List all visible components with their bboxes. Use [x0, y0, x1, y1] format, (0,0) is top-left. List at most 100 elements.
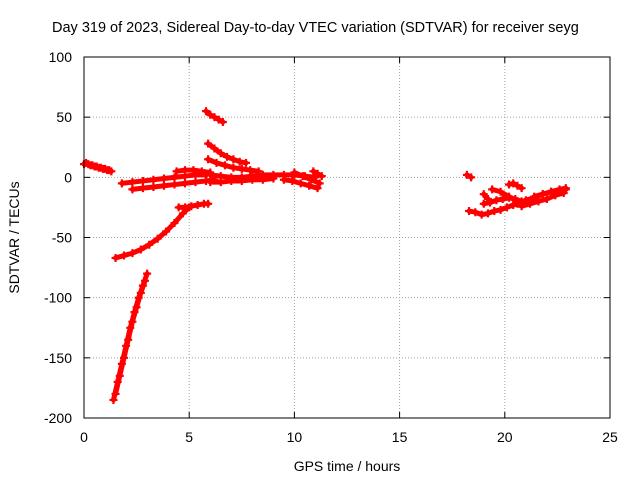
data-point [502, 203, 511, 212]
data-point [111, 389, 120, 398]
data-point [159, 181, 168, 190]
data-point [288, 176, 297, 185]
data-point [229, 155, 238, 164]
data-point [202, 107, 211, 116]
data-point [509, 179, 518, 188]
data-point [103, 166, 112, 175]
chart-title: Day 319 of 2023, Sidereal Day-to-day VTE… [52, 20, 579, 36]
data-point [492, 196, 501, 205]
data-point [124, 335, 133, 344]
data-point [488, 185, 497, 194]
y-tick-label: 100 [49, 49, 73, 65]
data-point [534, 197, 543, 206]
data-point [216, 178, 225, 187]
data-point [153, 234, 162, 243]
data-point [242, 158, 251, 167]
data-point [189, 166, 198, 175]
data-point [555, 186, 564, 195]
data-point [82, 158, 91, 167]
data-point [467, 173, 476, 182]
data-point [115, 371, 124, 380]
y-tick-label: -100 [44, 290, 72, 306]
data-point [90, 162, 99, 171]
data-point [138, 176, 147, 185]
data-point [180, 179, 189, 188]
data-point [170, 173, 179, 182]
data-point [496, 205, 505, 214]
data-point [223, 152, 232, 161]
data-trace [113, 204, 192, 261]
y-tick-label: -200 [44, 410, 72, 426]
data-point [172, 167, 181, 176]
data-point [490, 207, 499, 216]
data-point [290, 168, 299, 177]
data-point [128, 185, 137, 194]
data-point [178, 209, 187, 218]
data-point [309, 167, 318, 176]
data-point [145, 240, 154, 249]
data-point [206, 170, 215, 179]
data-point [498, 194, 507, 203]
data-point [462, 170, 471, 179]
data-point [479, 199, 488, 208]
data-point [162, 227, 171, 236]
data-point [170, 180, 179, 189]
data-point [220, 161, 229, 170]
data-point [296, 179, 305, 188]
data-point [206, 178, 215, 187]
data-point [218, 117, 227, 126]
data-point [227, 176, 236, 185]
data-point [216, 149, 225, 158]
y-tick-label: -150 [44, 350, 72, 366]
data-point [210, 144, 219, 153]
data-point [136, 245, 145, 254]
data-point [136, 288, 145, 297]
data-point [313, 169, 322, 178]
data-point [197, 167, 206, 176]
data-point [206, 110, 215, 119]
data-point [465, 207, 474, 216]
x-tick-label: 20 [497, 429, 513, 445]
data-point [86, 161, 95, 170]
data-point [138, 184, 147, 193]
data-point [246, 166, 255, 175]
axis-ticks: 0 5 10 15 20 25 -200 -150 -100 -50 0 50 100 [44, 49, 618, 445]
data-point [307, 175, 316, 184]
data-point [191, 178, 200, 187]
x-tick-label: 5 [185, 429, 193, 445]
data-point [204, 155, 213, 164]
data-point [547, 187, 556, 196]
y-tick-label: 0 [64, 169, 72, 185]
data-point [128, 249, 137, 258]
data-point [98, 164, 107, 173]
data-point [117, 179, 126, 188]
data-point [204, 139, 213, 148]
data-point [128, 317, 137, 326]
data-point [479, 190, 488, 199]
grid-lines [84, 57, 610, 418]
y-tick-label: -50 [52, 230, 72, 246]
data-point [517, 184, 526, 193]
data-point [279, 175, 288, 184]
data-point [483, 209, 492, 218]
data-point [538, 190, 547, 199]
data-point [471, 208, 480, 217]
data-point [317, 172, 326, 181]
data-point [313, 184, 322, 193]
data-point [212, 158, 221, 167]
data-point [505, 192, 514, 201]
data-point [258, 175, 267, 184]
data-point [513, 199, 522, 208]
data-point [305, 181, 314, 190]
x-tick-label: 0 [80, 429, 88, 445]
data-point [187, 202, 196, 211]
data-point [214, 115, 223, 124]
data-point [128, 178, 137, 187]
data-points [80, 107, 570, 404]
data-point [119, 251, 128, 260]
data-point [107, 167, 116, 176]
data-point [210, 113, 219, 122]
x-axis-label: GPS time / hours [294, 458, 401, 474]
data-point [180, 203, 189, 212]
